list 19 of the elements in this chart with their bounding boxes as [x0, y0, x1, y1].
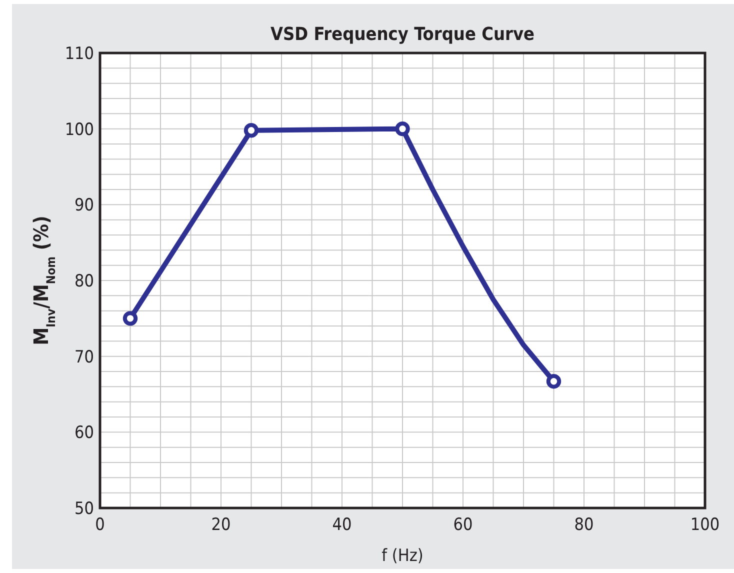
x-tick-label: 0 — [95, 515, 105, 535]
x-tick-label: 60 — [453, 515, 473, 535]
y-tick-label: 80 — [74, 271, 94, 292]
y-tick-label: 100 — [64, 120, 94, 140]
y-tick-label: 50 — [74, 498, 94, 519]
point — [122, 311, 138, 326]
x-tick-label: 40 — [332, 515, 352, 535]
point — [395, 121, 410, 136]
y-tick-label: 70 — [74, 347, 94, 368]
point — [546, 374, 562, 389]
chart-title: VSD Frequency Torque Curve — [270, 24, 535, 45]
x-tick-label: 80 — [574, 515, 594, 535]
x-axis-title: f (Hz) — [382, 546, 424, 566]
point — [244, 123, 259, 138]
y-tick-label: 110 — [64, 44, 94, 64]
y-tick-label: 90 — [74, 196, 94, 216]
y-tick-label: 60 — [74, 423, 94, 444]
x-tick-label: 20 — [211, 515, 231, 535]
x-tick-label: 100 — [690, 515, 720, 535]
